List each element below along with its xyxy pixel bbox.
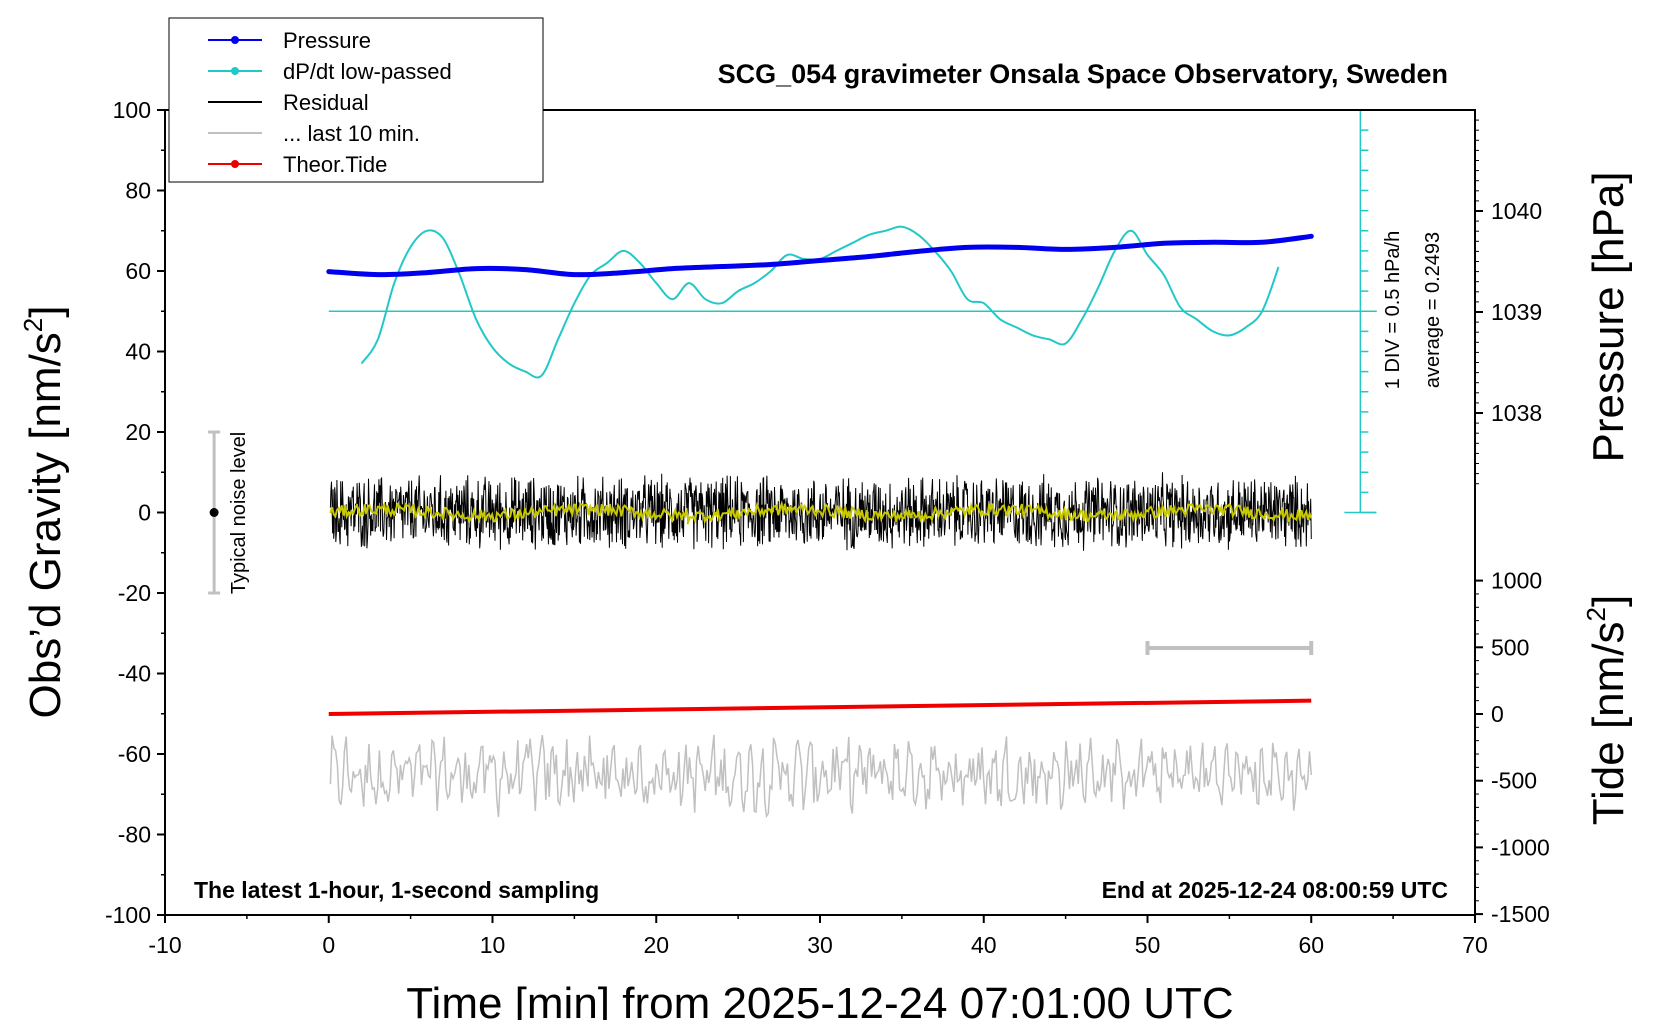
y-tick-label: -100 [105,902,151,928]
legend-box [168,17,544,183]
x-tick-label: 20 [643,932,669,958]
chart-title: SCG_054 gravimeter Onsala Space Observat… [718,59,1448,89]
x-tick-label: -10 [148,932,181,958]
last10-series-line [329,734,1313,819]
noise-level-center-dot [209,508,219,517]
tide-tick-label: 1000 [1491,568,1542,594]
pressure-axis-title-text: Pressure [hPa] [1584,171,1633,462]
noise-level-label-text: Typical noise level [228,432,250,594]
tide-axis-title-sup: 2 [1581,607,1611,621]
tide-axis-title-main: Tide [nm/s [1584,621,1633,825]
x-axis-title: Time [min] from 2025-12-24 07:01:00 UTC [406,979,1233,1020]
pressure-series-line [326,233,1314,278]
y-tick-label: 20 [125,419,151,445]
pressure-tick-label: 1039 [1491,299,1542,325]
legend-item-label: Theor.Tide [283,152,387,177]
dpdt-series-line [360,225,1280,379]
x-axis-ticks: -10 0 10 20 30 40 50 60 70 [148,915,1488,958]
y-left-axis-ticks: -100 -80 -60 -40 -20 0 20 40 60 80 100 [105,97,165,928]
legend-dot-marker [231,36,239,44]
y-tick-label: -40 [118,661,151,687]
dpdt-scale-label: 1 DIV = 0.5 hPa/h [1382,231,1404,389]
dpdt-scale-label-text: 1 DIV = 0.5 hPa/h [1382,231,1404,389]
y-tick-label: 40 [125,339,151,365]
pressure-tick-label: 1038 [1491,400,1542,426]
footer-left-note: The latest 1-hour, 1-second sampling [194,877,599,903]
x-tick-label: 40 [971,932,997,958]
x-tick-label: 60 [1298,932,1324,958]
noise-level-label: Typical noise level [228,432,250,594]
x-tick-label: 70 [1462,932,1488,958]
x-tick-label: 50 [1135,932,1161,958]
tide-tick-label: -1000 [1491,834,1550,860]
theor-tide-series-line [328,698,1312,716]
tide-axis-title: Tide [nm/s2] [1581,595,1633,825]
dpdt-average-label-text: average = 0.2493 [1422,232,1444,388]
tide-tick-label: 0 [1491,701,1504,727]
pressure-tick-label: 1040 [1491,198,1542,224]
legend-item-label: ... last 10 min. [283,121,420,146]
y-tick-label: 100 [113,97,151,123]
dpdt-average-label: average = 0.2493 [1422,232,1444,388]
svg-text:Obs’d Gravity [nm/s2]: Obs’d Gravity [nm/s2] [18,305,70,718]
legend-item-label: Pressure [283,28,371,53]
svg-text:Tide [nm/s2]: Tide [nm/s2] [1581,595,1633,825]
y-tick-label: 60 [125,258,151,284]
residual-smoothed-line [329,500,1313,526]
tide-axis-ticks: -1500 -1000 -500 0 500 1000 [1475,568,1550,927]
legend-dot-marker [231,160,239,168]
y-tick-label: -20 [118,580,151,606]
x-tick-label: 0 [322,932,335,958]
legend-dot-marker [231,67,239,75]
y-tick-label: 80 [125,178,151,204]
plot-content [208,109,1377,819]
x-tick-label: 10 [480,932,506,958]
y-left-axis-title-close: ] [21,305,70,317]
y-left-axis-title: Obs’d Gravity [nm/s2] [18,305,70,718]
y-tick-label: 0 [138,500,151,526]
y-tick-label: -60 [118,741,151,767]
tide-tick-label: -500 [1491,768,1537,794]
pressure-axis-ticks: 1038 1039 1040 [1475,119,1542,485]
tide-tick-label: -1500 [1491,901,1550,927]
tide-axis-title-close: ] [1584,595,1633,607]
pressure-axis-title: Pressure [hPa] [1584,171,1633,462]
x-tick-label: 30 [807,932,833,958]
residual-series-line [329,472,1312,551]
legend-item-label: dP/dt low-passed [283,59,452,84]
y-left-axis-title-sup: 2 [18,318,48,332]
legend-item-label: Residual [283,90,369,115]
y-left-axis-title-main: Obs’d Gravity [nm/s [21,332,70,718]
legend: Pressure dP/dt low-passed Residual ... last… [168,17,544,183]
tide-tick-label: 500 [1491,634,1529,660]
footer-right-note: End at 2025-12-24 08:00:59 UTC [1102,877,1448,903]
y-tick-label: -80 [118,822,151,848]
